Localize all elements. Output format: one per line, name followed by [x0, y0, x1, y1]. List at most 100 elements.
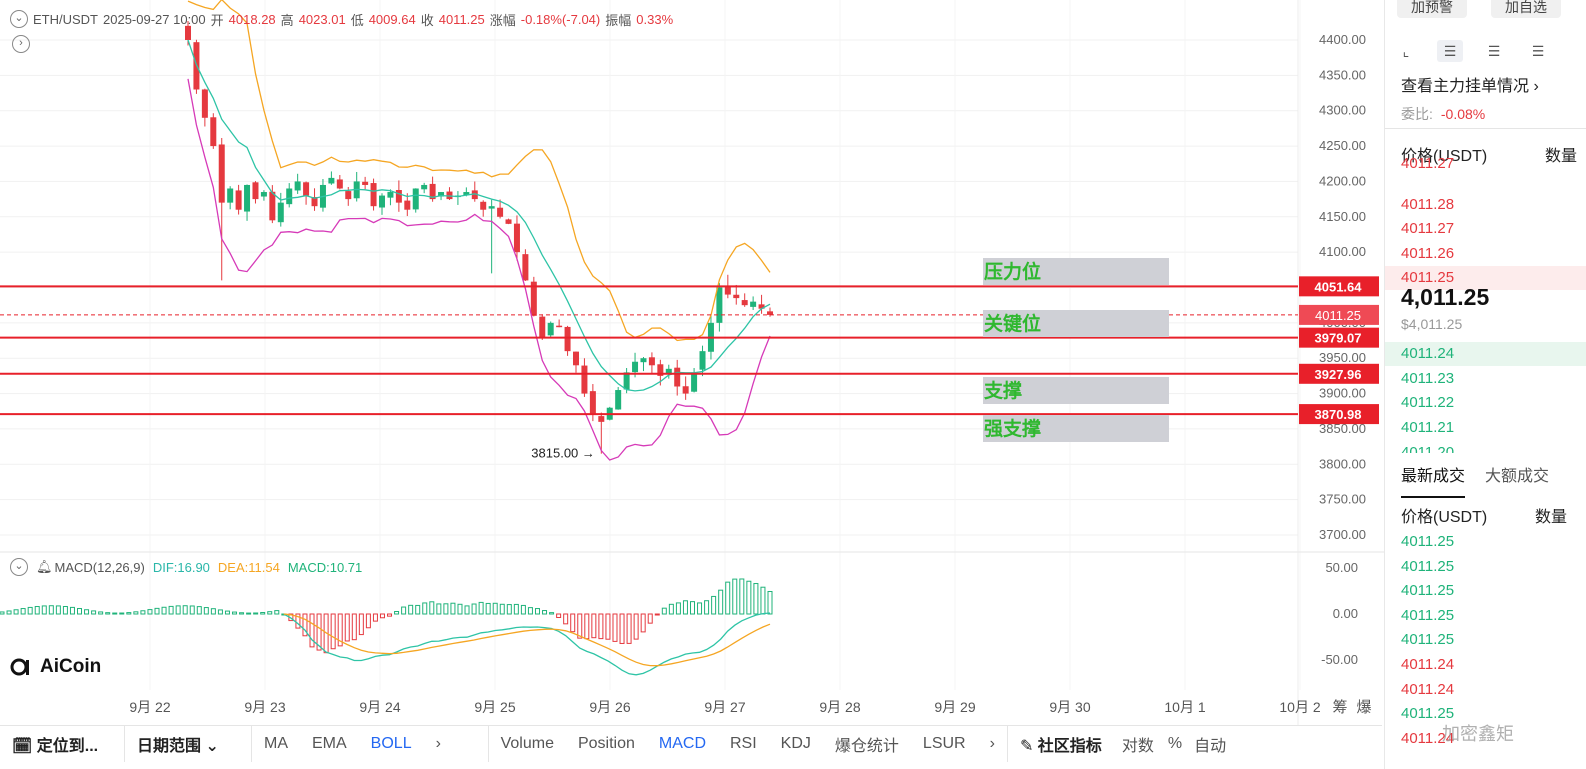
x-tick-label: 9月 30 [1049, 699, 1090, 715]
candle-body [505, 219, 512, 224]
macd-histogram-bar [147, 609, 153, 615]
macd-histogram-bar [154, 607, 160, 615]
zone-box [983, 310, 1169, 337]
x-axis-toggle[interactable]: 筹 [1332, 699, 1347, 716]
indicator-ema[interactable]: EMA [312, 734, 347, 752]
macd-histogram-bar [27, 606, 33, 615]
candle-body [547, 322, 554, 336]
ask-row[interactable]: 4011.26 [1401, 244, 1455, 262]
orderbook-sidebar: 加预警 加自选 ⌞ ☰ ☰ ☰ 查看主力挂单情况 › 委比: -0.08% 价格(… [1384, 0, 1586, 769]
indicator-boll[interactable]: BOLL [370, 734, 412, 752]
bid-row[interactable]: 4011.23 [1401, 369, 1455, 387]
y-tick-label: 4100.00 [1319, 244, 1366, 259]
bell-icon[interactable]: 🔔︎ [36, 559, 53, 574]
percent-scale-button[interactable]: % [1167, 734, 1183, 752]
ask-row[interactable]: 4011.28 [1401, 195, 1455, 213]
macd-histogram-bar [217, 609, 223, 615]
indicator-kdj[interactable]: KDJ [780, 734, 811, 752]
orderbook-bids-icon[interactable]: ☰ [1487, 43, 1501, 59]
price-header: 价格(USDT) [1401, 148, 1488, 165]
orderbook-asks-icon[interactable]: ☰ [1531, 43, 1545, 59]
date-range-button[interactable]: 日期范围 ⌄ [137, 737, 219, 755]
candle-body [227, 188, 234, 203]
candle-body [758, 304, 765, 309]
candle-body [286, 188, 293, 205]
macd-histogram-bar [34, 606, 40, 615]
candle-body [210, 117, 217, 147]
indicator-ma[interactable]: MA [264, 734, 288, 752]
macd-histogram-bar [485, 602, 491, 615]
tab-latest-trades[interactable]: 最新成交 [1401, 462, 1466, 498]
bid-row[interactable]: 4011.22 [1401, 394, 1455, 411]
candle-body [716, 287, 723, 323]
macd-histogram-bar [316, 613, 322, 651]
trade-row: 4011.25 [1401, 631, 1455, 649]
tab-large-trades[interactable]: 大额成交 [1485, 468, 1550, 485]
x-tick-label: 9月 27 [704, 699, 745, 715]
y-tick-label: 4150.00 [1319, 209, 1366, 224]
y-tick-label: 4250.00 [1319, 138, 1366, 153]
candle-body [294, 181, 301, 191]
macd-collapse-icon[interactable]: ⌄ [10, 558, 28, 576]
zone-label: 支撑 [983, 379, 1022, 402]
y-tick-label: 4200.00 [1319, 173, 1366, 188]
ask-row[interactable]: 4011.27 [1401, 158, 1455, 170]
macd-histogram-bar [542, 610, 548, 615]
macd-histogram-bar [534, 608, 540, 615]
macd-histogram-bar [443, 603, 449, 615]
current-price-tag [1299, 304, 1379, 325]
macd-histogram-bar [450, 602, 456, 615]
auto-scale-button[interactable]: 自动 [1194, 737, 1227, 755]
candle-body [724, 286, 731, 295]
last-price: 4,011.25 [1401, 284, 1490, 310]
ask-row[interactable]: 4011.25 [1385, 266, 1586, 290]
macd-histogram-bar [55, 605, 61, 615]
macd-histogram-bar [13, 609, 19, 615]
macd-histogram-bar [605, 613, 611, 640]
candle-body [573, 351, 579, 366]
indicator-volume[interactable]: Volume [500, 734, 554, 752]
main-indicators-more-icon[interactable]: › [435, 734, 441, 752]
x-axis-toggle[interactable]: 爆 [1356, 699, 1371, 716]
candle-body [615, 390, 622, 410]
candle-body [480, 201, 487, 210]
macd-tick-label: 0.00 [1333, 606, 1358, 621]
orderbook-compact-icon[interactable]: ⌞ [1402, 43, 1410, 59]
bid-row[interactable]: 4011.24 [1385, 342, 1586, 366]
y-tick-label: 3800.00 [1319, 456, 1366, 471]
indicator-rsi[interactable]: RSI [730, 734, 757, 752]
high-value: 4023.01 [298, 11, 346, 27]
add-favorite-button[interactable]: 加自选 [1491, 0, 1561, 18]
collapse-icon[interactable]: ⌄ [10, 10, 28, 28]
indicator-position[interactable]: Position [577, 734, 635, 752]
indicator-macd[interactable]: MACD [658, 734, 706, 752]
community-indicators-button[interactable]: ✎ 社区指标 [1019, 737, 1102, 755]
log-scale-button[interactable]: 对数 [1121, 737, 1154, 755]
macd-tick-label: 50.00 [1325, 560, 1358, 575]
macd-histogram-bar [84, 609, 90, 615]
bid-row[interactable]: 4011.20 [1401, 444, 1455, 453]
candle-body [379, 195, 385, 208]
price-chart[interactable]: 4400.00 4350.00 4300.00 4250.00 4200.00 4150.… [0, 0, 1384, 725]
locate-button[interactable]: 🗓︎ 定位到... [12, 737, 99, 755]
depth-link[interactable]: 查看主力挂单情况 › [1401, 78, 1539, 95]
indicator-liquidation[interactable]: 爆仓统计 [834, 737, 899, 755]
indicator-lsur[interactable]: LSUR [922, 734, 966, 752]
macd-histogram-bar [394, 610, 400, 615]
add-alert-button[interactable]: 加预警 [1397, 0, 1467, 18]
macd-histogram-bar [584, 613, 590, 640]
sub-indicators-more-icon[interactable]: › [989, 734, 995, 752]
macd-histogram-bar [725, 581, 731, 615]
orderbook-both-icon[interactable]: ☰ [1437, 40, 1463, 62]
edit-icon: ✎ [1019, 737, 1038, 755]
expand-icon[interactable]: › [12, 33, 38, 53]
bar-time: 2025-09-27 10:00 [103, 11, 206, 27]
change-label: 涨幅 [489, 12, 516, 28]
open-label: 开 [210, 12, 224, 28]
ask-row[interactable]: 4011.27 [1401, 220, 1455, 237]
bid-row[interactable]: 4011.21 [1401, 418, 1455, 436]
y-tick-label: 4400.00 [1319, 32, 1366, 47]
macd-histogram-bar [563, 613, 569, 625]
macd-histogram-bar [767, 591, 773, 615]
x-tick-label: 9月 25 [474, 699, 515, 715]
